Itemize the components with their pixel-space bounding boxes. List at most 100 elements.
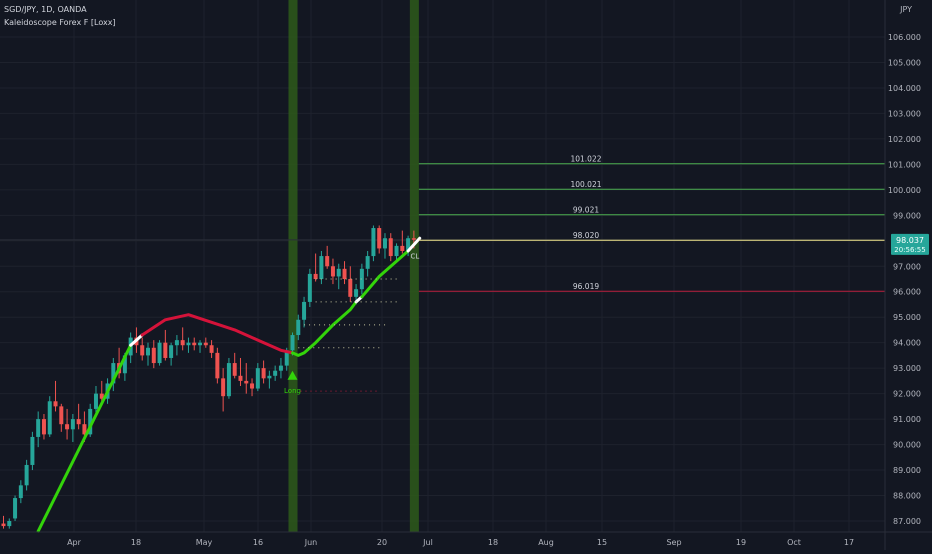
price-axis-tick: 88.000 [893, 492, 921, 501]
price-axis-tick: 97.000 [893, 262, 921, 271]
candle-body [221, 378, 226, 397]
candle-body [7, 521, 12, 527]
candle-body [174, 340, 179, 346]
candle-body [1, 523, 6, 527]
candle-body [382, 238, 387, 249]
signal-band [288, 0, 298, 532]
candle-body [313, 273, 318, 279]
candle-body [250, 383, 255, 389]
candle-body [261, 368, 266, 379]
price-axis-tick: 91.000 [893, 415, 921, 424]
price-axis-tick: 89.000 [893, 466, 921, 475]
candle-body [354, 289, 359, 297]
candle-body [278, 365, 283, 371]
candle-body [186, 342, 191, 346]
candle-body [41, 419, 46, 435]
long-signal-arrow [287, 370, 298, 380]
candle-body [59, 406, 64, 425]
candle-body [24, 464, 29, 486]
candle-body [359, 268, 364, 290]
time-axis-tick: 19 [736, 538, 746, 547]
candle-body [330, 266, 335, 277]
time-axis-tick: Sep [666, 538, 681, 547]
time-axis-tick: Oct [787, 538, 801, 547]
price-axis-tick: 106.000 [888, 33, 921, 42]
candle-body [93, 393, 98, 409]
candle-body [302, 301, 307, 320]
long-signal-label: Long [284, 387, 301, 395]
candle-body [198, 342, 203, 346]
trend-line-transition [129, 333, 144, 347]
price-axis-tick: 96.000 [893, 288, 921, 297]
candle-body [267, 375, 272, 379]
candle-body [122, 355, 127, 374]
candle-body [348, 279, 353, 297]
time-axis-tick: Jun [304, 538, 318, 547]
candle-body [192, 342, 197, 346]
time-axis-tick: Apr [67, 538, 82, 547]
currency-label: JPY [900, 5, 912, 14]
target-level-label: 96.019 [573, 282, 599, 291]
candle-body [18, 485, 23, 499]
candle-body [99, 393, 104, 399]
price-axis-tick: 87.000 [893, 517, 921, 526]
candle-body [203, 342, 208, 346]
time-axis-tick: May [196, 538, 213, 547]
trend-line-up [291, 300, 358, 357]
trend-line-up [36, 343, 133, 533]
trend-line-down [140, 313, 294, 355]
time-axis-tick: 17 [844, 538, 854, 547]
trend-line-up [360, 249, 410, 299]
candle-body [336, 268, 341, 277]
target-level-label: 98.020 [573, 231, 599, 240]
price-axis-tick: 105.000 [888, 58, 921, 67]
candle-body [400, 245, 405, 251]
candle-body [232, 363, 237, 376]
signal-band [409, 0, 419, 532]
price-axis-tick: 90.000 [893, 441, 921, 450]
price-axis-tick: 94.000 [893, 339, 921, 348]
price-axis-tick: 100.000 [888, 186, 921, 195]
candle-body [226, 363, 231, 397]
time-axis-tick: Jul [422, 538, 433, 547]
price-axis-tick: 99.000 [893, 211, 921, 220]
time-axis-tick: 16 [253, 538, 263, 547]
countdown-label: 20:56:55 [894, 246, 925, 254]
target-level-label: 100.021 [570, 180, 601, 189]
candle-body [411, 238, 416, 240]
price-axis-tick: 92.000 [893, 390, 921, 399]
candle-body [406, 238, 411, 251]
time-axis-tick: 15 [597, 538, 607, 547]
candle-body [290, 335, 295, 351]
candle-body [111, 363, 116, 384]
price-axis-tick: 102.000 [888, 135, 921, 144]
candle-body [36, 419, 41, 437]
candle-body [377, 228, 382, 249]
candle-body [238, 375, 243, 381]
candle-body [209, 345, 214, 353]
symbol-title[interactable]: SGD/JPY, 1D, OANDA [4, 5, 87, 14]
candle-body [371, 228, 376, 257]
candle-body [151, 347, 156, 364]
candle-body [325, 256, 330, 267]
cl-signal-label: CL [410, 253, 419, 261]
trend-line-transition [406, 236, 422, 253]
target-level-label: 99.021 [573, 205, 599, 214]
candle-body [307, 273, 312, 302]
candle-body [244, 380, 249, 384]
target-level-label: 101.022 [570, 154, 601, 163]
price-axis-tick: 93.000 [893, 364, 921, 373]
candle-body [157, 342, 162, 364]
candle-body [70, 419, 75, 430]
time-axis-tick: 18 [131, 538, 141, 547]
candle-body [140, 345, 145, 356]
indicator-name[interactable]: Kaleidoscope Forex F [Loxx] [4, 18, 116, 27]
time-axis-tick: 20 [377, 538, 387, 547]
candle-body [284, 350, 289, 366]
time-axis-tick: Aug [538, 538, 554, 547]
candle-body [13, 498, 18, 519]
candle-body [53, 401, 58, 407]
price-axis-tick: 95.000 [893, 313, 921, 322]
